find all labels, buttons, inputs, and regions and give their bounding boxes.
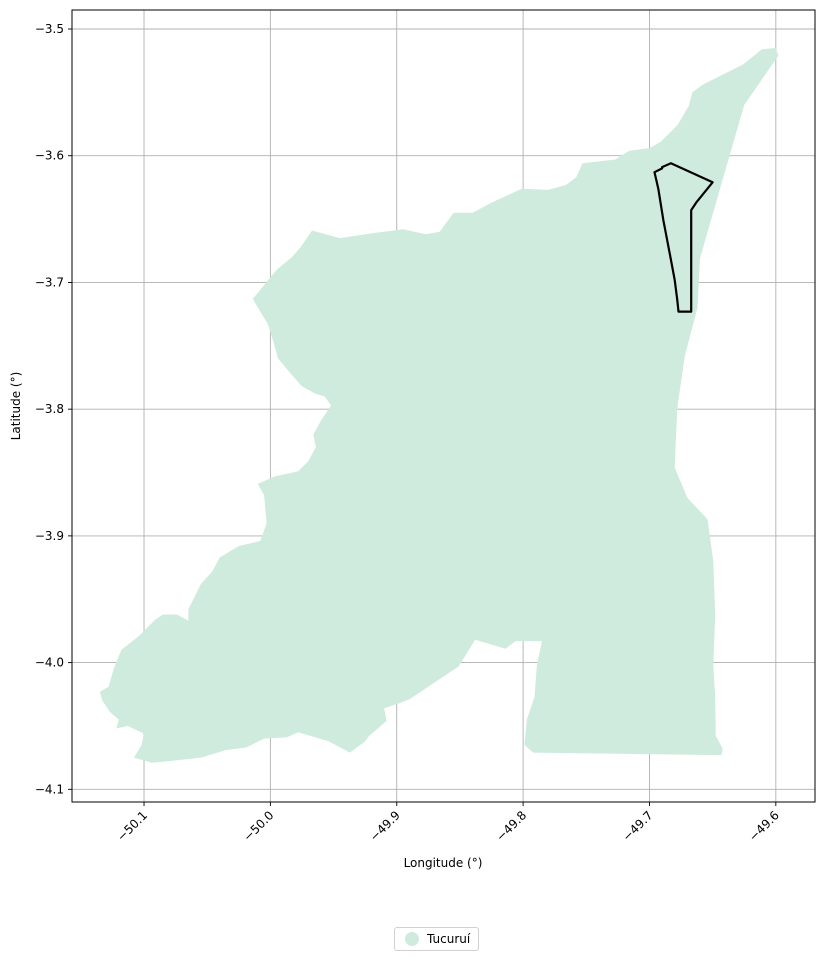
x-tick-label: −49.8 [493,808,529,844]
y-tick-label: −4.1 [35,782,64,796]
y-axis-ticks: −3.5 −3.6 −3.7 −3.8 −3.9 −4.0 −4.1 [35,22,72,796]
y-tick-label: −3.8 [35,402,64,416]
y-tick-label: −3.7 [35,275,64,289]
x-tick-label: −50.0 [241,808,277,844]
highlight-outline-polygon [653,162,714,313]
x-tick-label: −49.6 [746,808,782,844]
legend: Tucuruí [394,927,480,951]
x-tick-label: −49.7 [620,808,656,844]
outline-layer [653,162,714,313]
y-tick-label: −4.0 [35,656,64,670]
x-tick-label: −49.9 [367,808,403,844]
x-axis-ticks: −50.1 −50.0 −49.9 −49.8 −49.7 −49.6 [114,802,782,844]
plot-frame [71,9,816,803]
y-tick-label: −3.6 [35,149,64,163]
y-tick-label: −3.9 [35,529,64,543]
x-axis-label: Longitude (°) [404,856,483,870]
x-tick-label: −50.1 [114,808,150,844]
region-layer [99,48,779,763]
y-tick-label: −3.5 [35,22,64,36]
y-axis-label: Latitude (°) [9,372,23,441]
region-tucurui-polygon [99,48,779,763]
legend-label: Tucuruí [427,932,471,946]
legend-marker-icon [405,932,419,946]
